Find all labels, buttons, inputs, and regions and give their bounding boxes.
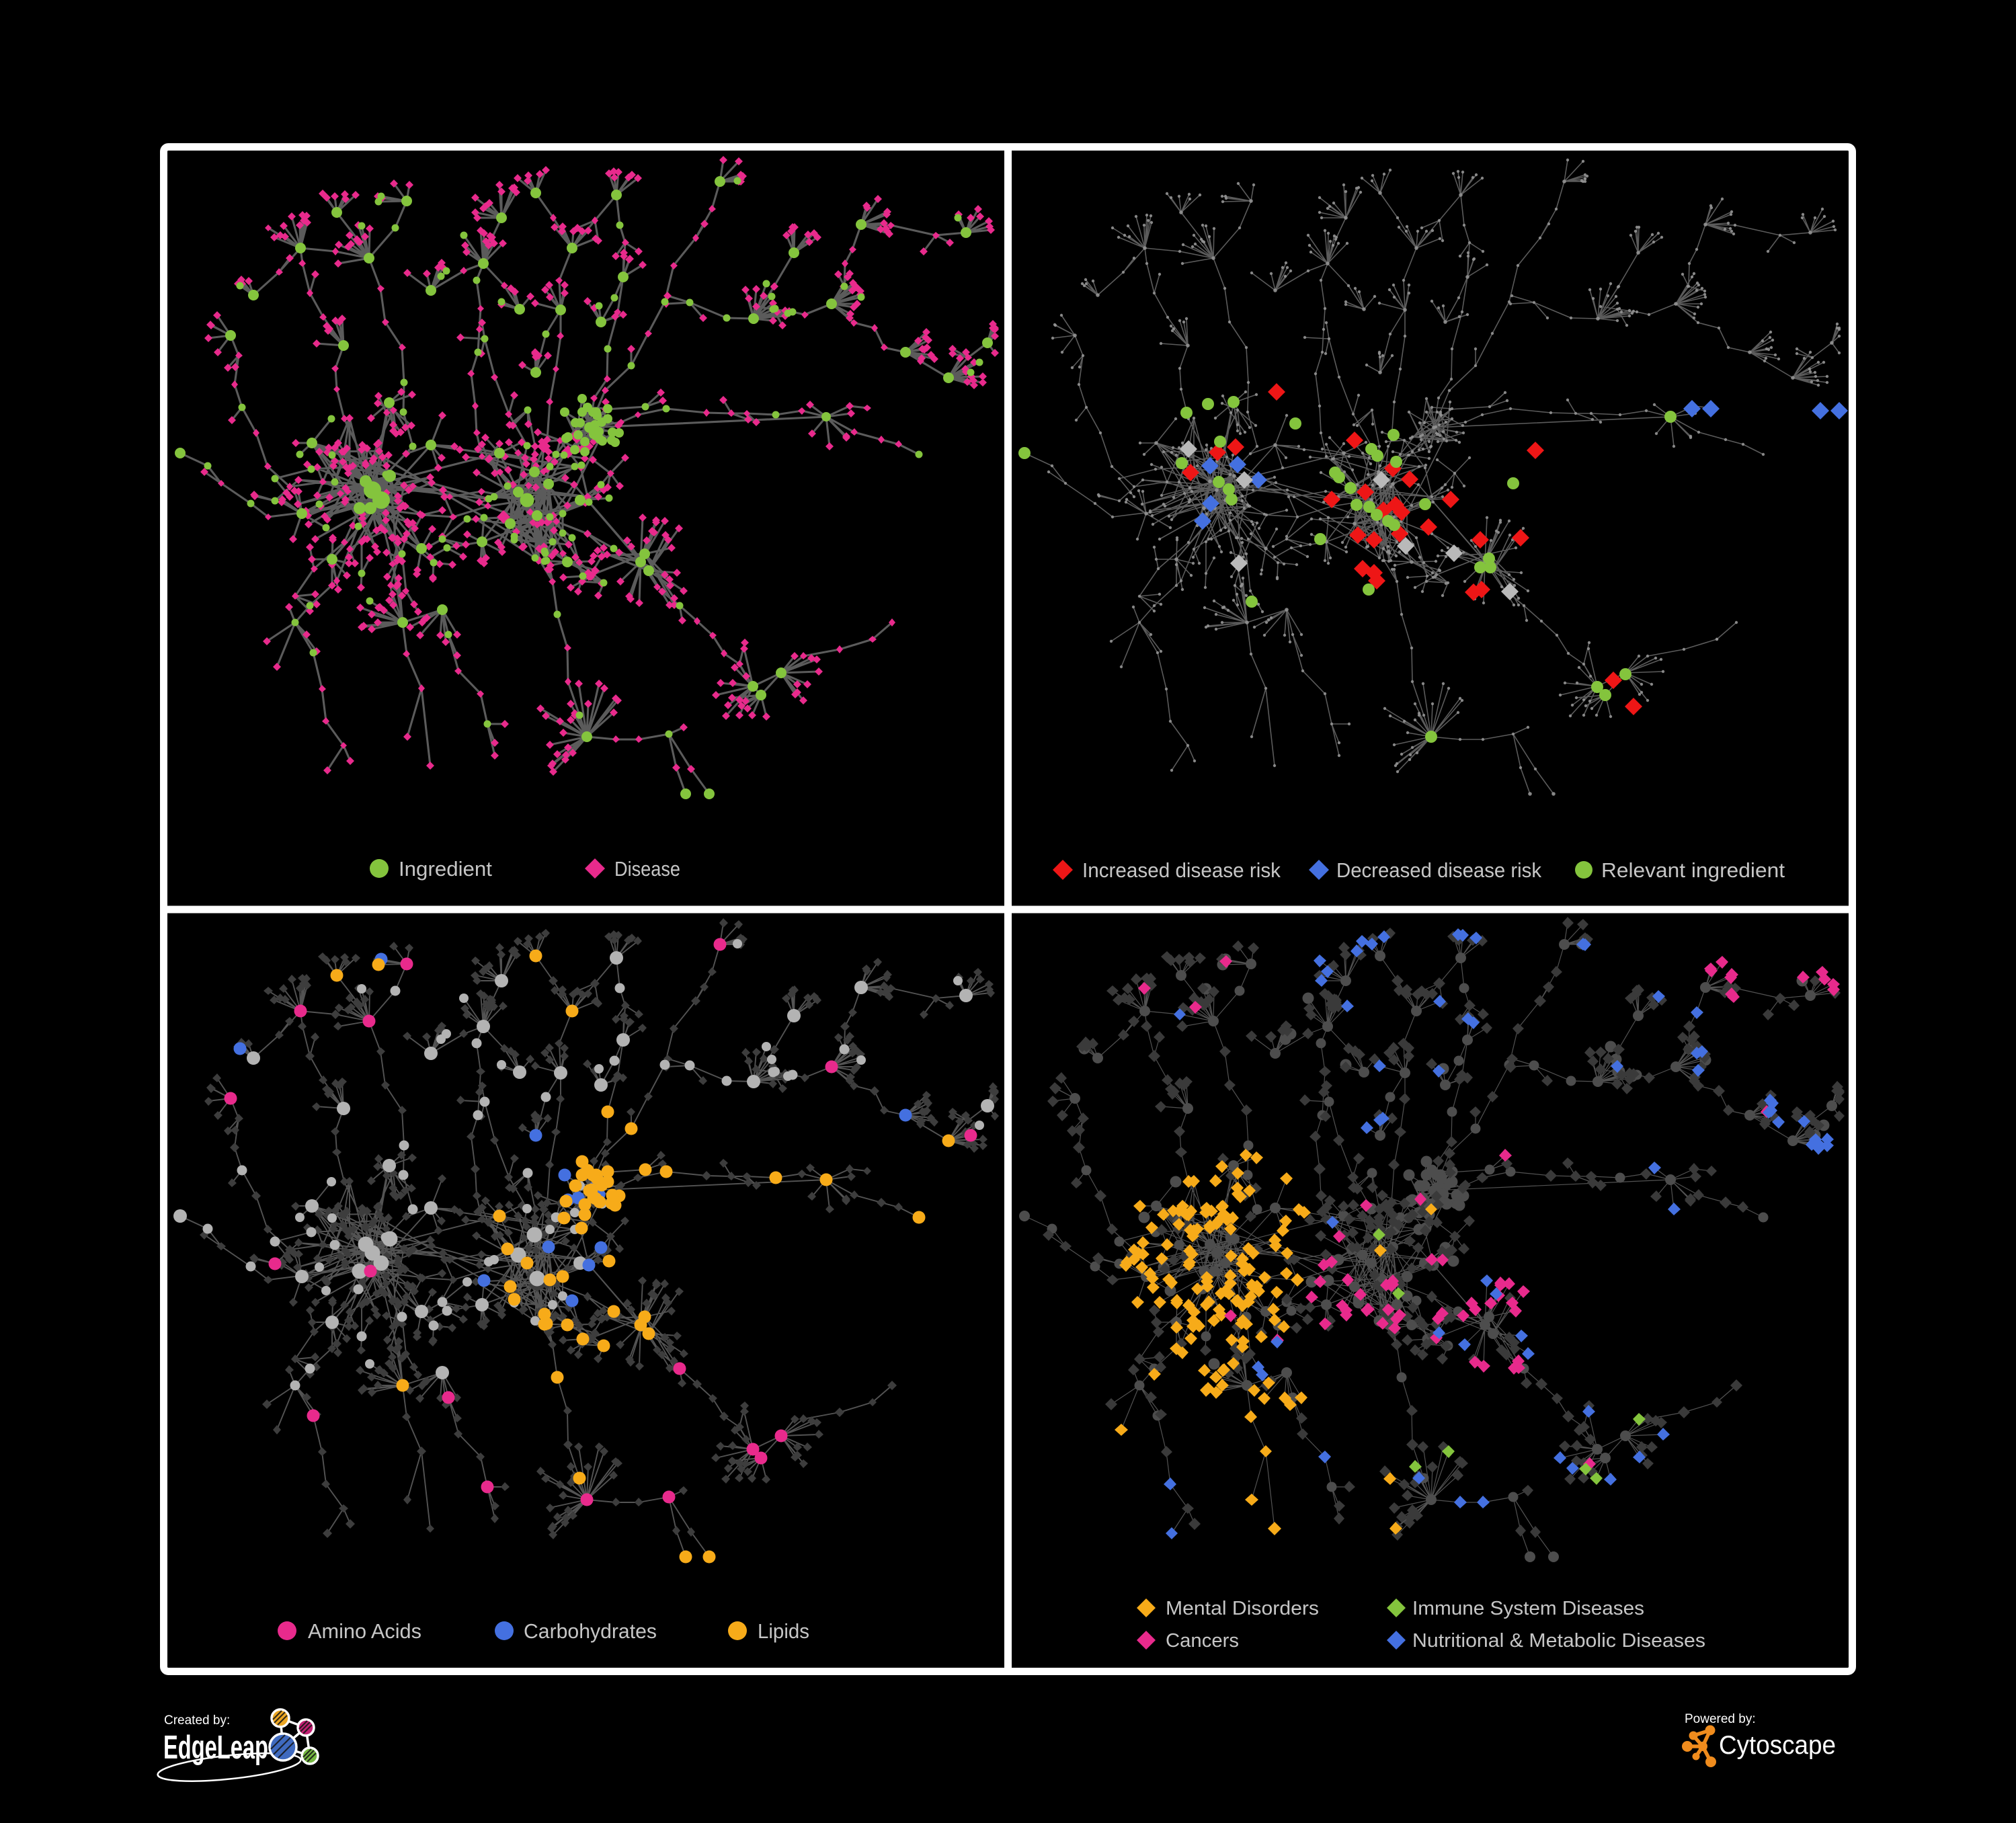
- svg-text:Ingredient: Ingredient: [399, 857, 492, 881]
- svg-text:Carbohydrates: Carbohydrates: [524, 1619, 657, 1643]
- svg-text:Cytoscape: Cytoscape: [1719, 1731, 1836, 1760]
- svg-text:Created by:: Created by:: [164, 1713, 230, 1728]
- svg-text:Relevant ingredient: Relevant ingredient: [1601, 858, 1785, 882]
- svg-text:Lipids: Lipids: [758, 1619, 809, 1643]
- svg-text:EdgeLeap: EdgeLeap: [163, 1730, 268, 1766]
- svg-text:Decreased disease risk: Decreased disease risk: [1336, 858, 1541, 882]
- svg-text:Disease: Disease: [614, 857, 680, 881]
- svg-text:Nutritional & Metabolic Diseas: Nutritional & Metabolic Diseases: [1412, 1630, 1705, 1652]
- svg-text:Mental Disorders: Mental Disorders: [1166, 1598, 1319, 1619]
- svg-text:Increased disease risk: Increased disease risk: [1082, 858, 1281, 882]
- svg-text:Amino Acids: Amino Acids: [308, 1619, 421, 1643]
- svg-text:Powered by:: Powered by:: [1685, 1712, 1756, 1726]
- svg-text:Immune System Diseases: Immune System Diseases: [1412, 1598, 1644, 1619]
- svg-text:Cancers: Cancers: [1166, 1630, 1239, 1652]
